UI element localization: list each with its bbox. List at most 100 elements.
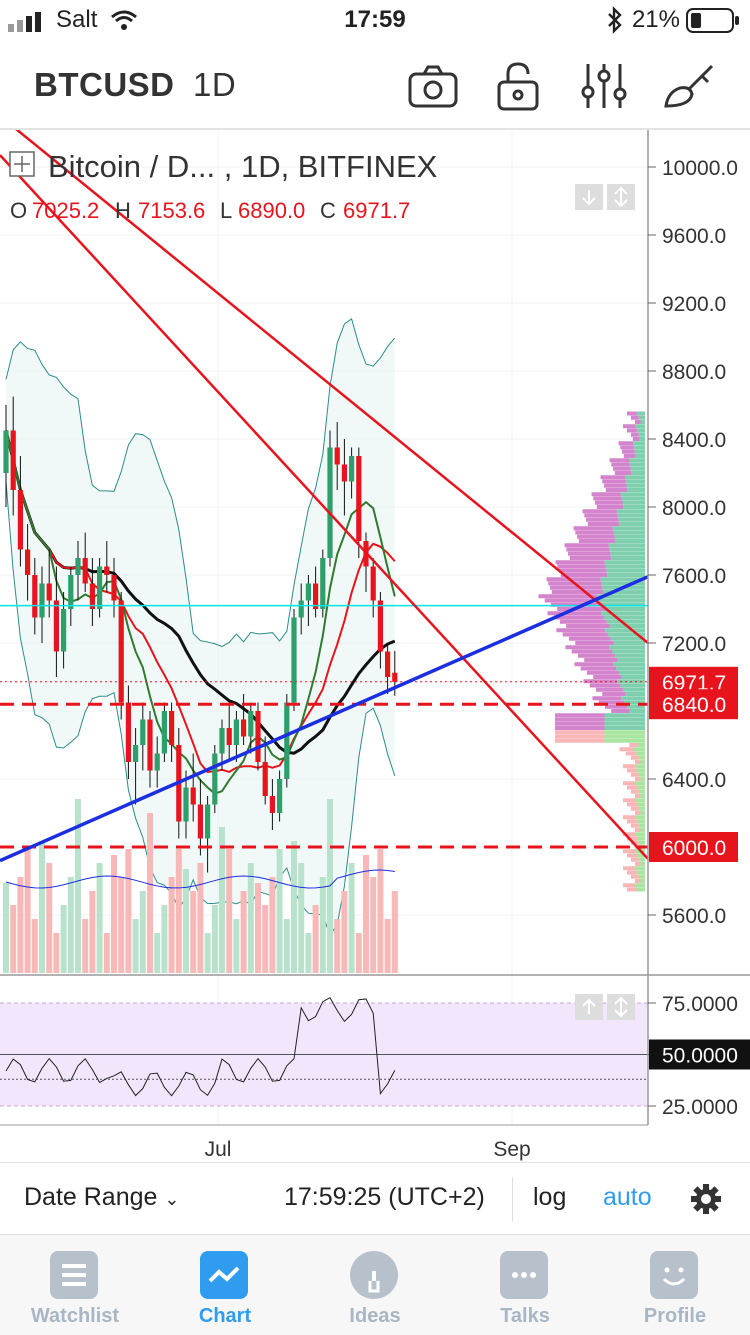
indicators-settings-icon[interactable] <box>580 62 636 112</box>
volume-profile-bar-up <box>627 488 645 492</box>
price-chart[interactable]: 10000.0 9600.0 9200.0 8800.0 8400.0 8000.0 760… <box>0 130 750 1162</box>
talks-icon <box>500 1251 548 1299</box>
volume-profile-bar-down <box>631 415 639 420</box>
gear-icon[interactable] <box>690 1183 722 1222</box>
volume-bar <box>24 849 31 973</box>
volume-profile-bar-down <box>583 679 618 684</box>
volume-bar <box>384 919 391 973</box>
volume-profile-bar-down <box>635 420 641 424</box>
volume-profile-bar-up <box>600 577 645 582</box>
volume-profile-bar-down <box>611 462 630 467</box>
volume-profile-bar-down <box>631 857 639 862</box>
volume-profile-bar-down <box>627 802 637 807</box>
log-scale-button[interactable]: log <box>533 1183 567 1211</box>
volume-profile-bar-up <box>604 717 645 722</box>
volume-profile-bar-up <box>615 539 645 543</box>
volume-profile-bar-up <box>617 679 645 684</box>
profile-icon <box>650 1251 698 1299</box>
volume-profile-bar-down <box>605 488 628 492</box>
volume-bar <box>118 877 125 973</box>
tab-label: Watchlist <box>30 1305 120 1327</box>
candle-body <box>169 711 175 745</box>
bollinger-upper <box>5 318 396 648</box>
volume-profile-bar-up <box>638 857 645 862</box>
camera-icon[interactable] <box>406 62 462 112</box>
symbol-button[interactable]: BTCUSD <box>34 66 175 104</box>
volume-profile-bar-down <box>584 513 618 518</box>
volume-profile-bar-down <box>592 696 622 701</box>
candle-body <box>385 651 391 677</box>
volume-profile-bar-up <box>624 475 645 480</box>
volume-profile-bar-up <box>618 670 645 675</box>
volume-profile-bar-down <box>557 607 606 611</box>
volume-profile-bar-up <box>635 832 645 837</box>
volume-profile-bar-down <box>559 619 607 624</box>
volume-profile-bar-down <box>631 755 639 760</box>
volume-bar <box>219 827 225 973</box>
volume-profile-bar-up <box>614 653 645 658</box>
tab-chart[interactable]: Chart <box>150 1235 300 1335</box>
ohlc-o-label: O <box>10 198 27 223</box>
candle-body <box>313 583 319 609</box>
date-range-button[interactable]: Date Range ⌄ <box>24 1183 180 1211</box>
ohlc-close: 6971.7 <box>343 198 410 223</box>
tab-ideas[interactable]: Ideas <box>300 1235 450 1335</box>
candle-body <box>111 575 117 601</box>
volume-profile-bar-up <box>602 602 645 607</box>
volume-profile-bar-up <box>638 772 645 777</box>
volume-profile-bar-up <box>606 619 645 624</box>
volume-bar <box>161 905 168 973</box>
volume-profile-bar-up <box>626 483 645 488</box>
candle-body <box>17 490 23 550</box>
volume-profile-bar-up <box>636 836 645 841</box>
volume-bar <box>334 919 341 973</box>
volume-profile-bar-up <box>635 764 645 769</box>
volume-profile-bar-up <box>610 551 645 556</box>
volume-bar <box>262 905 269 973</box>
scale-up-down-buttons[interactable] <box>575 184 635 210</box>
candle-body <box>61 609 67 652</box>
volume-profile-bar-down <box>575 641 614 645</box>
auto-scale-button[interactable]: auto <box>603 1183 652 1211</box>
rsi-scale-buttons[interactable] <box>575 994 635 1020</box>
volume-profile <box>538 411 645 892</box>
volume-profile-bar-down <box>631 840 639 845</box>
volume-bar <box>139 891 146 973</box>
candle-body <box>269 796 275 813</box>
volume-bar <box>348 863 355 973</box>
interval-button[interactable]: 1D <box>193 66 236 104</box>
volume-profile-bar-down <box>568 636 611 641</box>
tab-profile[interactable]: Profile <box>600 1235 750 1335</box>
volume-profile-bar-up <box>635 424 645 429</box>
bluetooth-icon <box>606 6 624 41</box>
volume-profile-bar-up <box>601 581 645 586</box>
volume-profile-bar-up <box>604 713 645 718</box>
volume-profile-bar-down <box>555 713 605 718</box>
tab-watchlist[interactable]: Watchlist <box>0 1235 150 1335</box>
tab-talks[interactable]: Talks <box>450 1235 600 1335</box>
volume-profile-bar-up <box>613 530 645 535</box>
candle-body <box>125 702 131 762</box>
volume-profile-bar-down <box>562 632 608 637</box>
volume-profile-bar-up <box>640 828 645 832</box>
volume-profile-bar-up <box>619 522 645 526</box>
volume-profile-bar-down <box>596 505 624 509</box>
wifi-icon <box>110 8 138 39</box>
candle-body <box>97 566 103 609</box>
rsi-tick-label: 75.0000 <box>662 993 738 1016</box>
volume-bars <box>3 799 398 973</box>
drawing-tools-icon[interactable] <box>662 62 718 112</box>
volume-profile-bar-down <box>622 449 635 454</box>
candle-body <box>219 728 225 754</box>
volume-profile-bar-down <box>604 704 627 709</box>
volume-profile-bar-down <box>595 500 623 505</box>
volume-bar <box>67 877 74 973</box>
volume-profile-bar-down <box>631 789 639 794</box>
lock-icon[interactable] <box>494 62 550 112</box>
volume-profile-bar-down <box>627 836 637 841</box>
volume-profile-bar-up <box>605 564 645 569</box>
tab-bar: Watchlist Chart Ideas Talks Profile <box>0 1234 750 1335</box>
volume-profile-bar-up <box>618 517 645 522</box>
volume-profile-bar-down <box>627 853 637 858</box>
volume-profile-bar-up <box>631 471 645 475</box>
